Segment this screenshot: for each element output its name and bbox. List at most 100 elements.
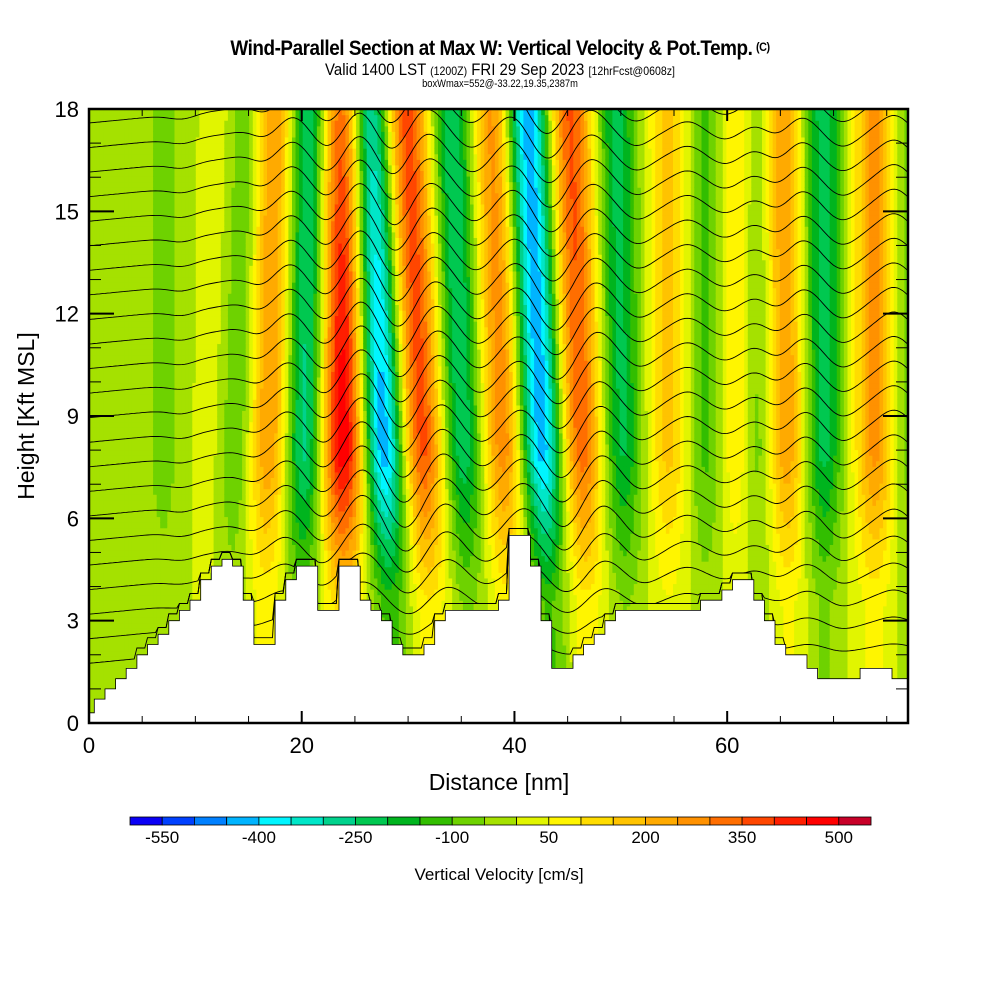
velocity-cell (99, 382, 104, 389)
velocity-cell (170, 304, 176, 311)
velocity-cell (178, 231, 183, 238)
velocity-cell (113, 215, 119, 222)
velocity-cell (167, 577, 172, 585)
velocity-cell (231, 460, 236, 467)
velocity-cell (113, 393, 119, 400)
velocity-cell (124, 616, 129, 624)
velocity-cell (110, 203, 115, 211)
velocity-cell (199, 282, 204, 289)
velocity-cell (96, 410, 101, 417)
velocity-cell (106, 583, 111, 590)
velocity-cell (103, 438, 108, 445)
velocity-cell (185, 466, 190, 473)
velocity-cell (202, 220, 208, 227)
velocity-cell (160, 332, 165, 339)
velocity-cell (135, 466, 140, 473)
velocity-cell (106, 483, 111, 490)
velocity-cell (99, 516, 104, 523)
velocity-cell (224, 349, 229, 356)
velocity-cell (153, 181, 158, 188)
velocity-cell (138, 455, 144, 462)
velocity-cell (167, 483, 172, 490)
velocity-cell (160, 270, 165, 278)
velocity-cell (156, 399, 161, 406)
velocity-cell (199, 527, 204, 534)
velocity-cell (220, 187, 225, 194)
velocity-cell (227, 293, 233, 300)
velocity-cell (213, 176, 218, 183)
velocity-cell (213, 360, 218, 367)
velocity-cell (103, 600, 108, 607)
velocity-cell (231, 142, 236, 149)
velocity-cell (206, 114, 211, 121)
velocity-cell (185, 527, 190, 534)
velocity-cell (170, 337, 176, 345)
velocity-cell (192, 533, 197, 540)
velocity-cell (131, 332, 136, 339)
velocity-cell (135, 432, 140, 439)
velocity-cell (135, 639, 140, 646)
velocity-cell (202, 516, 208, 523)
velocity-cell (224, 522, 229, 529)
velocity-cell (238, 410, 243, 417)
velocity-cell (202, 209, 208, 216)
velocity-cell (227, 237, 233, 244)
velocity-cell (99, 432, 104, 439)
velocity-cell (163, 589, 168, 596)
velocity-cell (227, 159, 233, 166)
velocity-cell (199, 499, 204, 506)
velocity-cell (206, 432, 211, 439)
velocity-cell (128, 293, 133, 300)
velocity-cell (170, 399, 176, 406)
velocity-cell (149, 248, 154, 255)
velocity-cell (188, 527, 193, 534)
valid-time: Valid 1400 LST (325, 60, 426, 79)
velocity-cell (195, 109, 200, 116)
velocity-cell (142, 176, 147, 183)
velocity-cell (170, 561, 176, 568)
velocity-cell (131, 371, 136, 378)
velocity-cell (121, 388, 126, 395)
velocity-cell (242, 114, 247, 121)
velocity-cell (121, 644, 126, 652)
velocity-cell (131, 276, 136, 283)
velocity-cell (110, 337, 115, 345)
velocity-cell (153, 611, 158, 618)
velocity-cell (163, 337, 168, 345)
velocity-cell (117, 449, 122, 456)
velocity-cell (149, 427, 154, 434)
velocity-cell (192, 293, 197, 300)
velocity-cell (135, 148, 140, 155)
velocity-cell (167, 583, 172, 590)
velocity-cell (185, 153, 190, 160)
velocity-cell (188, 416, 193, 423)
velocity-cell (178, 248, 183, 255)
velocity-cell (167, 142, 172, 149)
velocity-cell (110, 287, 115, 294)
velocity-cell (181, 404, 186, 411)
velocity-cell (181, 153, 186, 160)
velocity-cell (213, 120, 218, 127)
velocity-cell (138, 259, 144, 266)
velocity-cell (92, 231, 97, 238)
velocity-cell (220, 354, 225, 361)
velocity-cell (156, 153, 161, 160)
velocity-cell (124, 483, 129, 490)
velocity-cell (96, 510, 101, 518)
velocity-cell (124, 622, 129, 629)
velocity-cell (245, 365, 250, 372)
velocity-cell (106, 136, 111, 144)
velocity-cell (245, 360, 250, 367)
velocity-cell (138, 109, 144, 116)
velocity-cell (128, 276, 133, 283)
velocity-cell (199, 354, 204, 361)
velocity-cell (195, 371, 200, 378)
velocity-cell (106, 672, 111, 679)
velocity-cell (174, 209, 179, 216)
velocity-cell (103, 516, 108, 523)
velocity-cell (131, 382, 136, 389)
velocity-cell (96, 120, 101, 127)
velocity-cell (235, 488, 240, 495)
velocity-cell (146, 622, 151, 629)
velocity-cell (99, 505, 104, 512)
